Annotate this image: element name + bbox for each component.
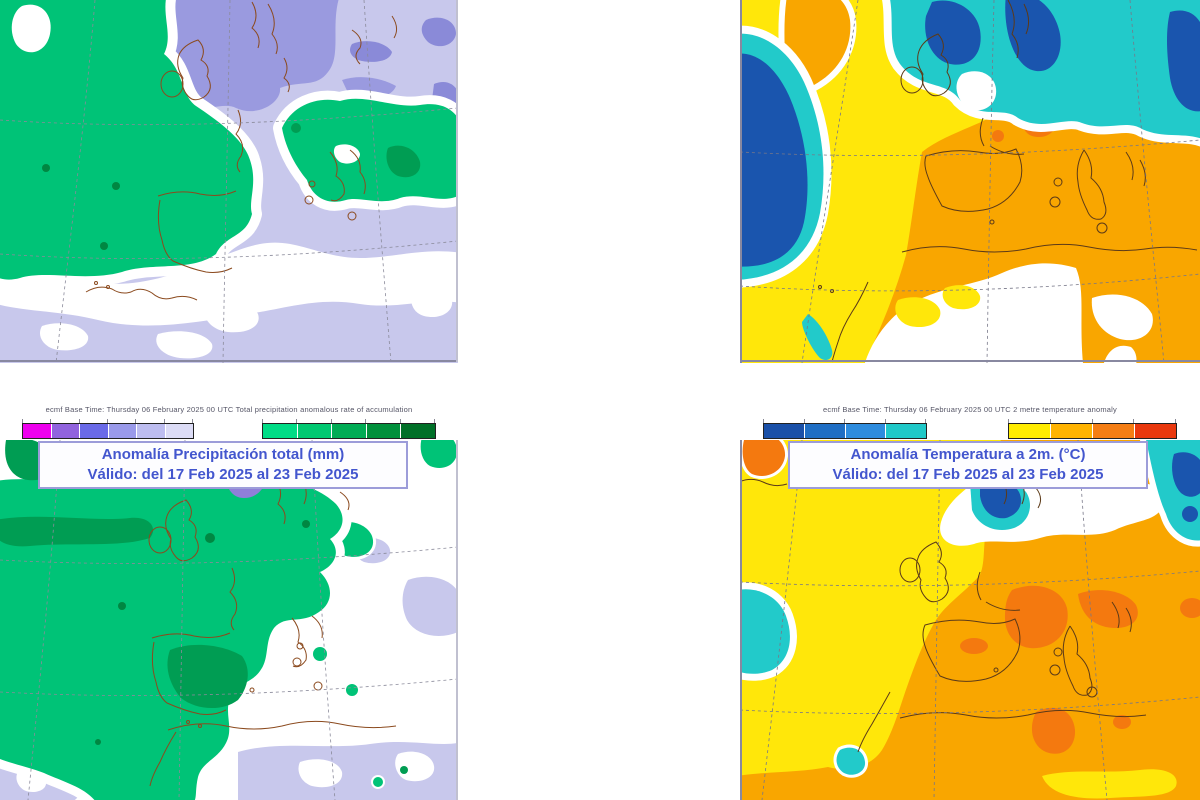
colorbar-tick <box>78 419 80 423</box>
green-anomaly-central-europe <box>273 89 458 211</box>
colorbar-tick <box>330 419 332 423</box>
colorbar-cell <box>886 424 926 438</box>
map-panel-temp: ecmf Base Time: Thursday 06 February 202… <box>740 400 1200 800</box>
map-panel-precip: ecmf Base Time: Thursday 06 February 202… <box>0 400 458 800</box>
coastlines <box>818 0 1198 363</box>
coastlines <box>148 475 397 787</box>
product-header-text: ecmf Base Time: Thursday 06 February 202… <box>823 405 1117 414</box>
colorbar-cell <box>332 424 366 438</box>
colorbar-tick <box>1049 419 1051 423</box>
map-border-right <box>456 0 458 362</box>
map-title: Anomalía Precipitación total (mm) <box>101 446 345 463</box>
colorbar-tick <box>107 419 108 423</box>
colorbar-tick <box>399 419 401 423</box>
colorbar-tick <box>1008 419 1009 423</box>
product-header-text: ecmf Base Time: Thursday 06 February 202… <box>45 405 413 414</box>
precip-map-cropped-svg <box>0 0 458 363</box>
map-border-left <box>740 0 742 363</box>
graticule <box>0 0 458 363</box>
warm-anomaly-regions <box>778 0 1200 363</box>
colorbar-cell <box>845 424 886 438</box>
map-border-right <box>456 440 458 800</box>
map-border-left <box>740 440 742 800</box>
colorbar-tick <box>1091 419 1093 423</box>
temp-map-cropped-svg <box>740 0 1200 363</box>
map-border-bottom <box>0 360 458 362</box>
map-title-box: Anomalía Temperatura a 2m. (°C) Válido: … <box>788 441 1148 489</box>
coastlines <box>85 1 398 301</box>
map-valid-range: Válido: del 17 Feb 2025 al 23 Feb 2025 <box>832 466 1104 483</box>
cold-anomaly-blobs <box>740 440 1200 778</box>
colorbar-cell <box>1009 424 1050 438</box>
cold-anomaly-atlantic <box>740 25 833 361</box>
colorbar-tick <box>1133 419 1135 423</box>
colorbar-cell <box>764 424 804 438</box>
colorbar-tick <box>803 419 805 423</box>
colorbar-tick <box>763 419 764 423</box>
map-panel-precip-cropped <box>0 0 458 363</box>
temp-map-svg <box>740 440 1200 800</box>
map-valid-range: Válido: del 17 Feb 2025 al 23 Feb 2025 <box>87 466 359 483</box>
cold-anomaly-north <box>882 0 1200 147</box>
precip-map-svg <box>0 440 458 800</box>
hot-anomaly-spots <box>740 440 1200 754</box>
colorbar-tick <box>844 419 845 423</box>
colorbar-tick <box>1175 419 1176 423</box>
green-anomaly-main <box>0 440 352 800</box>
map-title-box: Anomalía Precipitación total (mm) Válido… <box>38 441 408 489</box>
colorbar-cell <box>1135 424 1176 438</box>
white-bands <box>0 242 458 359</box>
colorbar-positive <box>1008 419 1177 439</box>
colorbar-cell <box>804 424 845 438</box>
colorbar-tick <box>296 419 298 423</box>
colorbar-cell <box>165 424 193 438</box>
colorbar-tick <box>884 419 886 423</box>
colorbar-cell <box>108 424 136 438</box>
colorbar-cell <box>80 424 108 438</box>
colorbar-tick <box>163 419 165 423</box>
graticule <box>740 0 1200 363</box>
colorbar-tick <box>22 419 23 423</box>
colorbar-cell <box>401 424 435 438</box>
map-title: Anomalía Temperatura a 2m. (°C) <box>850 446 1086 463</box>
colorbar-negative <box>763 419 927 439</box>
yellow-anomaly-region <box>740 440 1177 799</box>
colorbar-cell <box>297 424 332 438</box>
colorbar-tick <box>434 419 435 423</box>
colorbar-tick <box>135 419 137 423</box>
colorbar-cell <box>1051 424 1092 438</box>
colorbar-cell <box>137 424 165 438</box>
colorbar-tick <box>925 419 926 423</box>
coastlines <box>740 475 1147 753</box>
colorbar-cell <box>51 424 79 438</box>
colorbar-cell <box>23 424 51 438</box>
colorbar-tick <box>192 419 193 423</box>
colorbar-negative <box>22 419 194 439</box>
colorbar-tick <box>50 419 52 423</box>
colorbar-tick <box>262 419 263 423</box>
colorbar-positive <box>262 419 436 439</box>
map-panel-temp-cropped <box>740 0 1200 363</box>
colorbar-cell <box>366 424 401 438</box>
map-border-bottom <box>740 360 1200 362</box>
colorbar-tick <box>365 419 367 423</box>
green-anomaly-atlantic <box>0 0 264 290</box>
colorbar-cell <box>1093 424 1134 438</box>
colorbar-cell <box>263 424 297 438</box>
